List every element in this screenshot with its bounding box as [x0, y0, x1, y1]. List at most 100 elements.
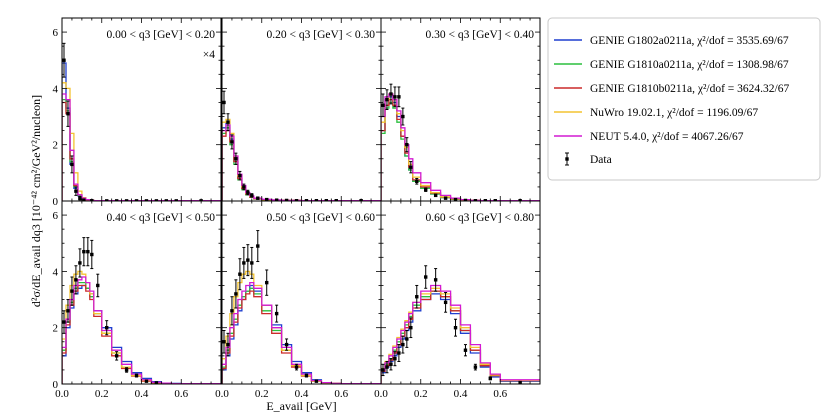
y-tick-label: 4	[53, 266, 59, 278]
data-point	[393, 95, 397, 99]
data-point	[66, 112, 70, 116]
data-point	[144, 199, 149, 201]
data-point	[463, 198, 468, 201]
data-point	[284, 342, 289, 347]
panel-frame	[380, 17, 541, 202]
data-point	[250, 193, 254, 198]
panel-plot-area	[381, 265, 540, 384]
panel-title: 0.40 < q3 [GeV] < 0.50	[107, 212, 216, 224]
data-point	[314, 199, 319, 201]
data-point	[70, 289, 74, 293]
legend-label: GENIE G1810a0211a, χ²/dof = 1308.98/67	[590, 59, 789, 71]
panel-scale-note: ×4	[203, 49, 215, 61]
legend-box	[547, 17, 821, 181]
panel-frame	[221, 17, 382, 202]
data-point	[226, 342, 230, 347]
data-point	[174, 199, 178, 201]
data-point	[284, 198, 289, 201]
data-point	[124, 368, 129, 372]
data-point	[473, 365, 478, 369]
series-line-GENIE_G1810b0211a	[62, 284, 221, 384]
data-point	[453, 325, 458, 330]
data-point	[234, 292, 238, 296]
panel-3: 0.30 < q3 [GeV] < 0.40	[380, 17, 541, 202]
data-point	[401, 342, 405, 347]
data-point	[114, 354, 119, 358]
panel-plot-area	[62, 237, 221, 384]
data-point	[246, 258, 250, 262]
x-axis-label: E_avail [GeV]	[266, 399, 336, 413]
data-point	[294, 365, 299, 369]
y-tick-label: 2	[53, 140, 59, 152]
series-line-GENIE_G1810b0211a	[381, 98, 540, 201]
data-point	[424, 275, 428, 279]
series-line-NuWro	[62, 82, 221, 201]
legend-label: GENIE G1802a0211a, χ²/dof = 3535.69/67	[590, 35, 789, 47]
y-tick-label: 6	[53, 210, 59, 222]
data-point	[70, 162, 74, 167]
data-point	[463, 348, 468, 352]
x-tick-label: 0.4	[454, 388, 468, 400]
data-point	[234, 157, 238, 161]
x-tick-label: 0.0	[55, 388, 69, 400]
data-point	[114, 199, 119, 201]
data-point	[424, 188, 428, 192]
x-tick-label: 0.6	[493, 388, 507, 400]
data-point	[164, 199, 169, 201]
data-point	[238, 173, 242, 178]
data-point	[256, 196, 260, 200]
y-axis-label: d²σ/dE_avail dq3 [10⁻⁴² cm²/GeV²/nucleon…	[29, 95, 43, 307]
panel-plot-area	[62, 42, 221, 201]
x-tick-label: 0.6	[174, 388, 188, 400]
legend-label: NuWro 19.02.1, χ²/dof = 1196.09/67	[590, 107, 758, 119]
data-point	[324, 199, 329, 201]
data-point	[66, 309, 70, 313]
data-point	[230, 140, 234, 144]
x-tick-label: 0.0	[215, 388, 229, 400]
panel-title: 0.50 < q3 [GeV] < 0.60	[267, 212, 376, 224]
data-point	[385, 365, 389, 369]
panel-plot-area	[222, 90, 381, 201]
data-point	[256, 244, 260, 248]
panel-1: 0 2 4 6 0.00 < q3 [GeV] < 0.20 ×4	[53, 17, 222, 208]
panel-5: 0.0 0.2 0.4 0.6 0.50 < q3 [GeV] < 0.60	[215, 200, 382, 400]
data-point	[250, 261, 254, 265]
panel-frame	[380, 200, 541, 385]
data-point	[144, 379, 149, 383]
data-point	[334, 199, 338, 201]
data-point	[134, 373, 139, 378]
data-point	[415, 179, 419, 183]
data-point	[90, 252, 94, 257]
data-point	[433, 193, 438, 198]
data-point	[134, 199, 139, 201]
series-line-GENIE_G1810a0211a	[62, 281, 221, 384]
series-line-GENIE_G1810a0211a	[62, 98, 221, 201]
y-tick-label: 0	[53, 196, 59, 208]
data-point	[74, 278, 78, 282]
data-point	[409, 325, 413, 330]
data-point	[405, 337, 409, 341]
data-point	[274, 198, 279, 201]
legend: GENIE G1802a0211a, χ²/dof = 3535.69/67 GE…	[547, 17, 821, 181]
data-point	[389, 362, 393, 366]
y-tick-label: 4	[53, 83, 59, 95]
series-line-GENIE_G1802a0211a	[62, 284, 221, 384]
data-point	[294, 199, 299, 201]
legend-label: NEUT 5.4.0, χ²/dof = 4067.26/67	[590, 131, 744, 143]
data-point	[397, 95, 401, 99]
panel-plot-area	[222, 230, 381, 384]
data-point	[443, 300, 448, 305]
data-point	[483, 199, 488, 201]
data-point	[242, 185, 246, 189]
data-point	[124, 199, 129, 201]
y-tick-label: 2	[53, 323, 59, 335]
legend-label: Data	[590, 154, 612, 166]
series-line-NuWro	[381, 93, 540, 201]
series-line-NEUT	[381, 284, 540, 384]
legend-swatch-data	[565, 157, 569, 161]
panel-title: 0.30 < q3 [GeV] < 0.40	[426, 29, 535, 41]
data-point	[401, 114, 405, 119]
data-point	[304, 199, 309, 201]
